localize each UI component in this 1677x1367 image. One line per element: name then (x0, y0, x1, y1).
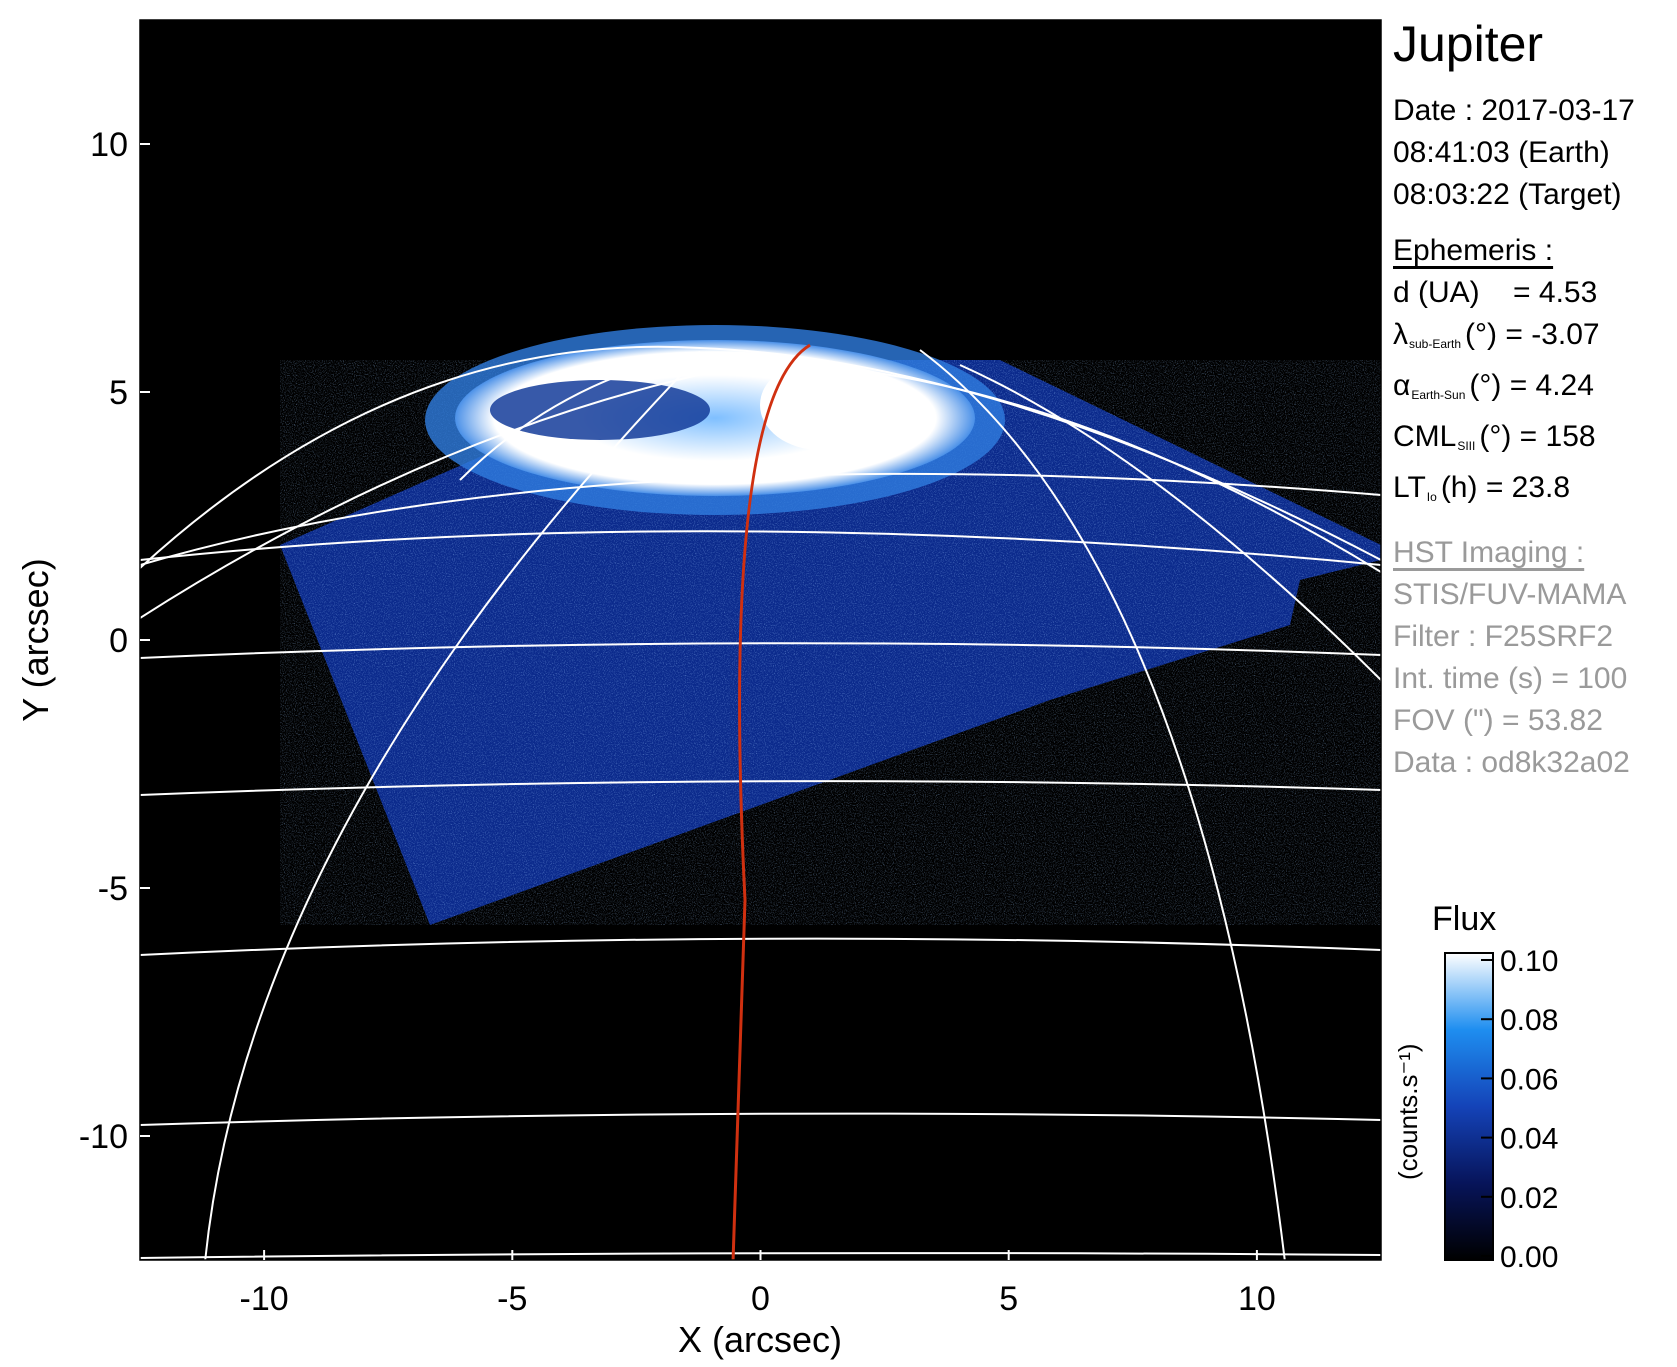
y-tick-label: -10 (79, 1118, 128, 1156)
latitude-grid (140, 345, 1381, 1259)
lambda-subscript: sub-Earth (1409, 337, 1462, 351)
x-tick-label: 0 (751, 1280, 770, 1318)
y-axis: 10 5 0 -5 -10 (79, 126, 150, 1156)
alpha-line: αEarth-Sun (°) = 4.24 (1393, 365, 1673, 416)
imaging-data-id: Data : od8k32a02 (1393, 746, 1630, 779)
x-axis-label: X (arcsec) (678, 1319, 842, 1360)
date-line: Date : 2017-03-17 (1393, 94, 1635, 127)
target-time: 08:03:22 (Target) (1393, 178, 1622, 211)
polar-region (490, 380, 710, 440)
colorbar-tick-label: 0.10 (1500, 945, 1558, 978)
alpha-value: (°) = 4.24 (1469, 369, 1594, 402)
x-axis: -10 -5 0 5 10 (240, 1250, 1276, 1318)
lt-subscript: Io (1426, 490, 1437, 504)
lt-label: LT (1393, 471, 1426, 504)
lambda-symbol: λ (1393, 318, 1408, 351)
footprint-line (731, 343, 811, 1260)
colorbar-tick-label: 0.08 (1500, 1004, 1558, 1037)
distance-label: d (UA) (1393, 276, 1480, 309)
target-title: Jupiter (1393, 16, 1544, 72)
y-tick-label: 10 (90, 126, 128, 164)
alpha-subscript: Earth-Sun (1411, 388, 1466, 402)
imaging-header: HST Imaging : (1393, 536, 1585, 569)
lambda-value: (°) = -3.07 (1465, 318, 1600, 351)
y-tick-label: 0 (109, 622, 128, 660)
alpha-symbol: α (1393, 369, 1411, 402)
distance-value: = 4.53 (1513, 276, 1598, 309)
longitude-grid (204, 349, 1381, 1260)
cml-value: (°) = 158 (1479, 420, 1596, 453)
distance-line: d (UA) = 4.53 (1393, 272, 1673, 314)
colorbar-ticks: 0.10 0.08 0.06 0.04 0.02 0.00 (1481, 945, 1558, 1274)
polar-bright-spot (760, 360, 880, 450)
colorbar-tick-label: 0.02 (1500, 1182, 1558, 1215)
lt-value: (h) = 23.8 (1440, 471, 1571, 504)
colorbar-tick-label: 0.06 (1500, 1063, 1558, 1096)
x-tick-label: -5 (497, 1280, 527, 1318)
cml-subscript: SIII (1457, 439, 1476, 453)
y-tick-label: 5 (109, 374, 128, 412)
imaging-int-time: Int. time (s) = 100 (1393, 662, 1628, 695)
x-tick-label: 10 (1238, 1280, 1276, 1318)
y-tick-label: -5 (98, 870, 128, 908)
cml-label: CML (1393, 420, 1457, 453)
lt-line: LTIo (h) = 23.8 (1393, 467, 1673, 518)
imaging-instrument: STIS/FUV-MAMA (1393, 578, 1627, 611)
x-tick-label: -10 (240, 1280, 289, 1318)
y-axis-label: Y (arcsec) (15, 558, 56, 721)
colorbar-gradient (1444, 952, 1494, 1261)
imaging-filter: Filter : F25SRF2 (1393, 620, 1614, 653)
info-panel: Jupiter Date : 2017-03-17 08:41:03 (Eart… (1393, 14, 1673, 784)
cml-line: CMLSIII (°) = 158 (1393, 416, 1673, 467)
colorbar-title: Flux (1432, 900, 1497, 938)
x-tick-label: 5 (999, 1280, 1018, 1318)
colorbar-tick-label: 0.00 (1500, 1241, 1558, 1274)
ephemeris-header: Ephemeris : (1393, 234, 1554, 267)
imaging-fov: FOV (") = 53.82 (1393, 704, 1603, 737)
earth-time: 08:41:03 (Earth) (1393, 136, 1610, 169)
colorbar-label: (counts.s⁻¹) (1393, 1043, 1423, 1180)
colorbar-tick-label: 0.04 (1500, 1123, 1558, 1156)
lambda-line: λsub-Earth (°) = -3.07 (1393, 314, 1673, 365)
